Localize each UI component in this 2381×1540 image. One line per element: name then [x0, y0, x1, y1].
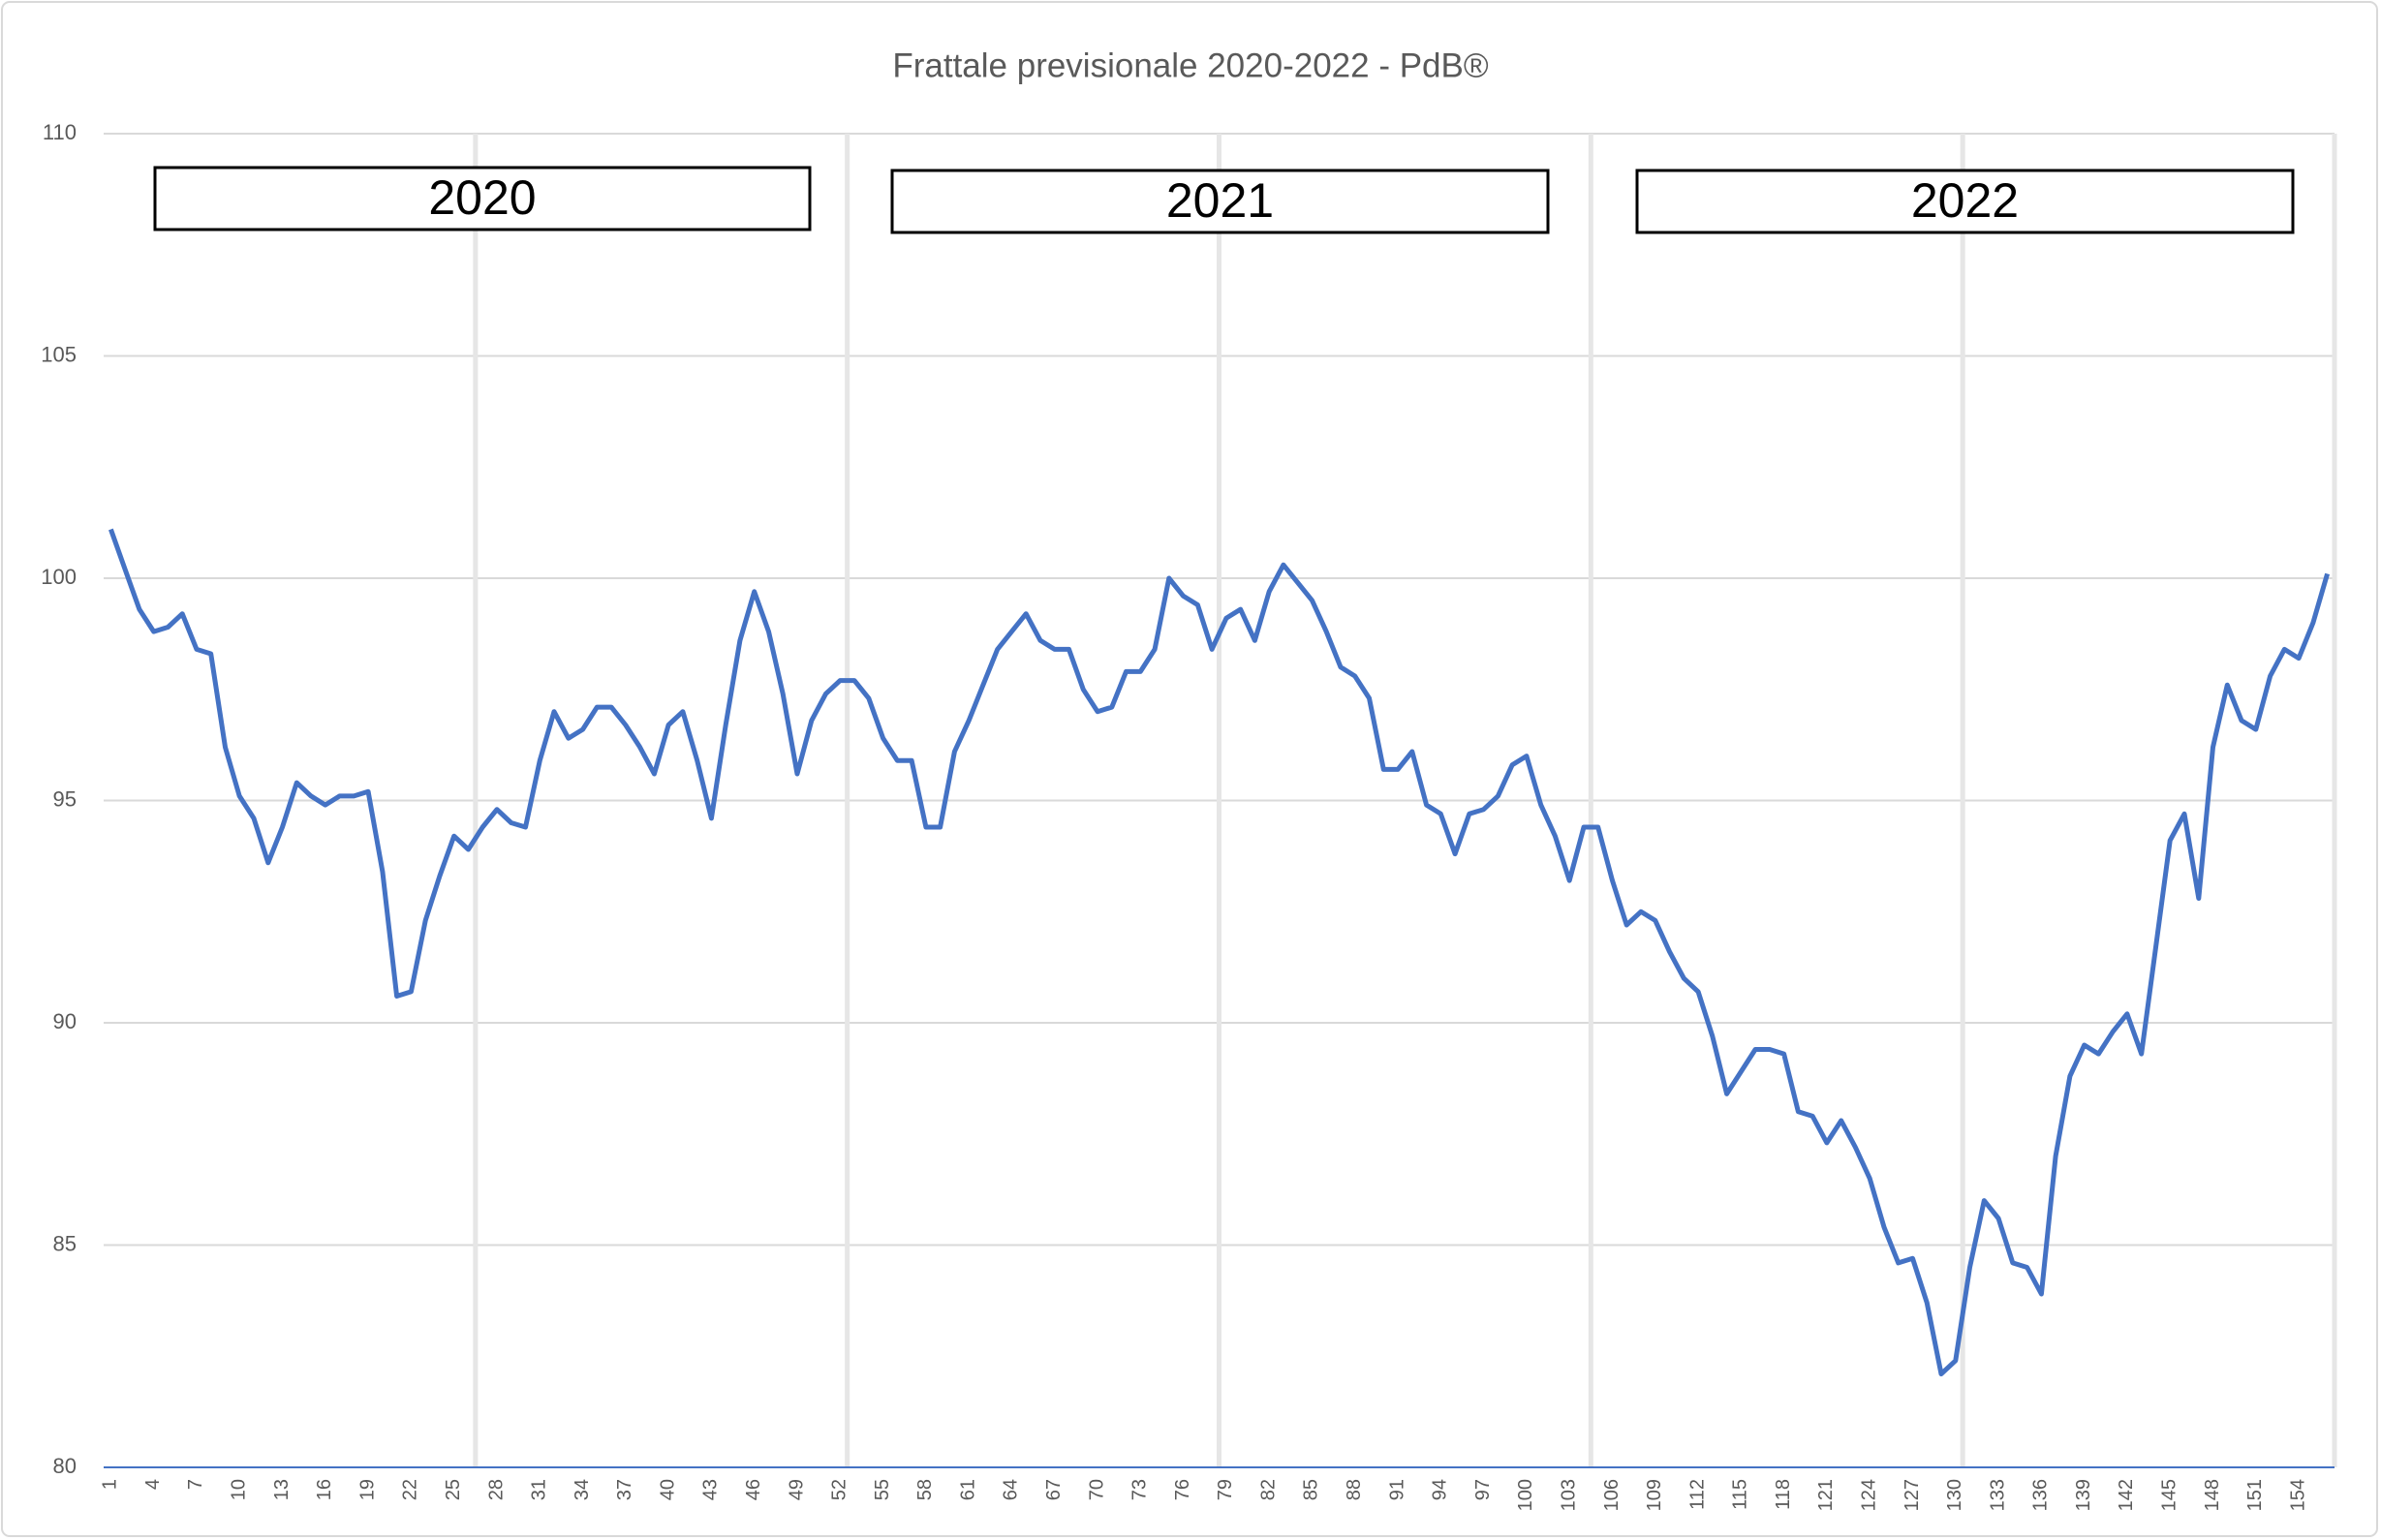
x-tick-label: 10 [229, 1479, 250, 1500]
x-tick-label: 142 [2116, 1479, 2137, 1511]
y-tick-label: 85 [53, 1231, 77, 1255]
x-tick-label: 64 [1001, 1479, 1022, 1500]
x-tick-label: 37 [614, 1479, 635, 1500]
x-tick-label: 4 [142, 1479, 164, 1490]
annotation: 2020 [428, 170, 536, 225]
x-tick-label: 127 [1902, 1479, 1923, 1511]
y-tick-label: 100 [41, 565, 77, 589]
x-tick-label: 97 [1472, 1479, 1494, 1500]
x-tick-label: 19 [356, 1479, 378, 1500]
annotation-box [890, 169, 1550, 234]
x-tick-label: 79 [1215, 1479, 1236, 1500]
x-tick-label: 130 [1944, 1479, 1965, 1511]
x-tick-label: 103 [1558, 1479, 1579, 1511]
x-tick-label: 61 [957, 1479, 978, 1500]
x-tick-label: 58 [914, 1479, 936, 1500]
x-tick-label: 115 [1730, 1479, 1751, 1510]
y-tick-label: 80 [53, 1454, 77, 1478]
x-tick-label: 94 [1430, 1479, 1451, 1500]
x-tick-label: 91 [1386, 1479, 1407, 1500]
x-tick-label: 88 [1344, 1479, 1365, 1500]
x-tick-label: 55 [872, 1479, 893, 1500]
x-tick-label: 1 [100, 1479, 121, 1490]
annotation: 2021 [1166, 173, 1274, 228]
x-tick-label: 133 [1987, 1479, 2008, 1511]
x-tick-label: 43 [700, 1479, 722, 1500]
x-tick-label: 154 [2287, 1479, 2308, 1511]
x-tick-label: 67 [1043, 1479, 1065, 1500]
x-tick-label: 139 [2073, 1479, 2094, 1511]
x-tick-label: 85 [1301, 1479, 1322, 1500]
x-tick-label: 40 [657, 1479, 678, 1500]
x-tick-label: 118 [1773, 1479, 1794, 1510]
annotation: 2022 [1911, 173, 2019, 228]
chart-title: Frattale previsionale 2020-2022 - PdB® [892, 46, 1489, 84]
y-tick-label: 90 [53, 1009, 77, 1033]
x-tick-label: 121 [1815, 1479, 1837, 1511]
x-tick-label: 16 [314, 1479, 335, 1500]
x-tick-label: 70 [1086, 1479, 1107, 1500]
x-tick-label: 136 [2030, 1479, 2052, 1511]
x-tick-label: 49 [786, 1479, 807, 1500]
x-tick-label: 28 [485, 1479, 507, 1500]
x-tick-label: 112 [1686, 1479, 1708, 1510]
x-tick-label: 76 [1172, 1479, 1193, 1500]
x-tick-label: 148 [2202, 1479, 2223, 1511]
x-tick-label: 109 [1644, 1479, 1665, 1511]
y-tick-label: 95 [53, 786, 77, 811]
x-tick-label: 46 [743, 1479, 764, 1500]
x-tick-label: 7 [185, 1479, 206, 1490]
annotation-box [153, 166, 812, 231]
x-tick-label: 52 [829, 1479, 850, 1500]
x-tick-label: 106 [1601, 1479, 1623, 1511]
x-tick-label: 34 [572, 1479, 593, 1500]
x-tick-label: 73 [1129, 1479, 1151, 1500]
data-line [108, 528, 2331, 1377]
x-tick-label: 82 [1257, 1479, 1279, 1500]
x-tick-label: 124 [1858, 1479, 1879, 1511]
annotation-box [1635, 169, 2295, 234]
x-tick-label: 22 [400, 1479, 421, 1500]
y-tick-label: 110 [43, 120, 77, 144]
x-tick-label: 13 [271, 1479, 293, 1500]
x-tick-label: 100 [1515, 1479, 1536, 1511]
x-tick-label: 145 [2159, 1479, 2180, 1511]
x-tick-label: 31 [529, 1479, 550, 1500]
x-tick-label: 151 [2244, 1479, 2266, 1511]
y-tick-label: 105 [41, 342, 77, 366]
x-tick-label: 25 [443, 1479, 464, 1500]
